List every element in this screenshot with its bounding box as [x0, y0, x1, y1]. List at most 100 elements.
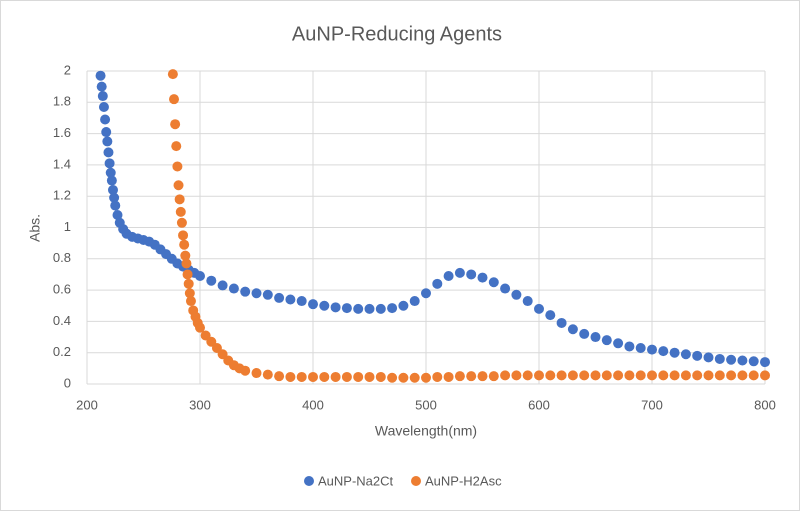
point: [556, 317, 567, 328]
point: [443, 271, 454, 282]
point: [109, 192, 120, 203]
y-tick-label: 0.6: [53, 282, 71, 297]
point: [96, 81, 107, 92]
point: [95, 70, 106, 81]
point: [635, 343, 646, 354]
point: [737, 355, 748, 366]
point: [106, 175, 117, 186]
point: [101, 127, 112, 138]
point: [601, 335, 612, 346]
point: [174, 194, 185, 205]
point: [285, 371, 296, 382]
chart-title: AuNP-Reducing Agents: [292, 23, 502, 45]
point: [522, 296, 533, 307]
point: [748, 370, 759, 381]
point: [296, 371, 307, 382]
x-tick-label: 400: [302, 397, 324, 412]
point: [181, 258, 192, 269]
point: [105, 167, 116, 178]
point: [296, 296, 307, 307]
point: [97, 91, 108, 102]
point: [330, 302, 341, 313]
y-tick-label: 0.2: [53, 344, 71, 359]
point: [100, 114, 111, 125]
point: [760, 370, 770, 381]
point: [387, 372, 398, 383]
point: [567, 370, 578, 381]
y-tick-label: 1.8: [53, 94, 71, 109]
point: [669, 347, 680, 358]
point: [511, 289, 522, 300]
point: [669, 370, 680, 381]
point: [624, 370, 635, 381]
point: [364, 303, 375, 314]
point: [240, 286, 251, 297]
point: [398, 372, 409, 383]
point: [195, 322, 205, 333]
point: [353, 371, 364, 382]
legend-label: AuNP-H2Asc: [425, 473, 502, 488]
point: [262, 289, 273, 300]
point: [432, 371, 443, 382]
point: [680, 349, 691, 360]
point: [308, 299, 318, 310]
x-tick-label: 700: [641, 397, 663, 412]
point: [421, 372, 431, 383]
y-tick-label: 1.6: [53, 125, 71, 140]
point: [251, 288, 262, 299]
y-tick-label: 1.4: [53, 156, 71, 171]
point: [171, 141, 182, 152]
x-axis-title: Wavelength(nm): [375, 423, 477, 439]
point: [184, 288, 195, 299]
point: [443, 371, 454, 382]
point: [274, 292, 285, 303]
point: [590, 370, 601, 381]
point: [613, 370, 624, 381]
point: [375, 371, 386, 382]
point: [726, 354, 737, 365]
point: [173, 180, 184, 191]
point: [409, 372, 420, 383]
y-tick-label: 1: [64, 219, 71, 234]
point: [262, 369, 273, 380]
point: [169, 94, 180, 105]
point: [319, 300, 330, 311]
point: [179, 239, 190, 250]
point: [228, 283, 239, 294]
point: [341, 303, 352, 314]
point: [658, 346, 669, 357]
x-tick-label: 300: [189, 397, 211, 412]
point: [680, 370, 691, 381]
point: [251, 368, 262, 379]
point: [103, 147, 114, 158]
point: [178, 230, 189, 241]
point: [534, 303, 544, 314]
point: [206, 275, 217, 286]
point: [534, 370, 544, 381]
point: [176, 217, 187, 228]
point: [703, 352, 714, 363]
point: [556, 370, 567, 381]
point: [579, 370, 590, 381]
point: [658, 370, 669, 381]
point: [647, 344, 657, 355]
point: [454, 371, 465, 382]
point: [183, 278, 194, 289]
point: [567, 324, 578, 335]
point: [319, 371, 330, 382]
point: [601, 370, 612, 381]
x-tick-label: 200: [76, 397, 98, 412]
point: [477, 272, 488, 283]
point: [353, 303, 364, 314]
point: [760, 357, 770, 368]
point: [488, 277, 499, 288]
x-tick-label: 800: [754, 397, 776, 412]
point: [182, 269, 193, 280]
legend-marker: [304, 476, 314, 486]
point: [98, 101, 109, 112]
point: [180, 250, 191, 261]
point: [409, 296, 420, 307]
point: [398, 300, 409, 311]
